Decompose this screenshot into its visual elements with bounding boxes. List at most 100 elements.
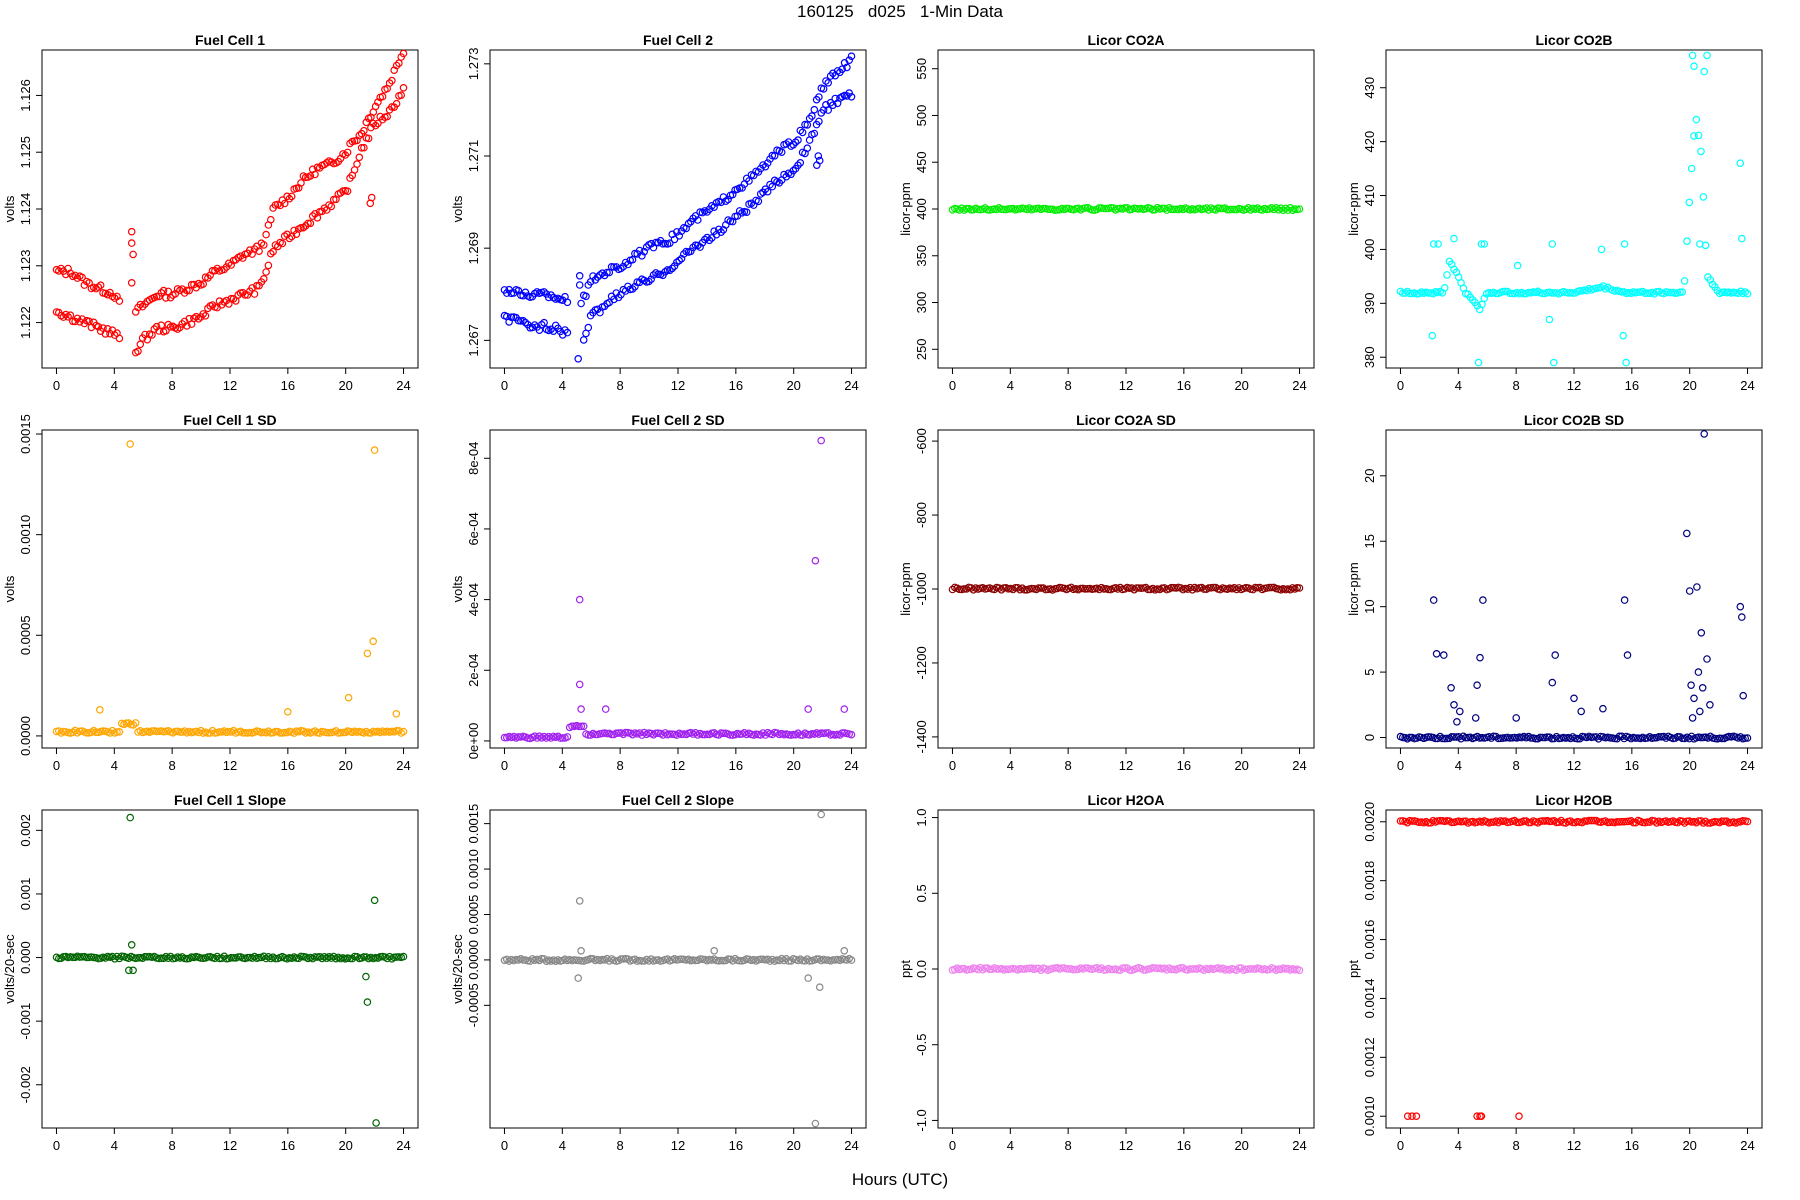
y-tick-label: 430 [1362, 77, 1377, 99]
data-point [180, 727, 189, 735]
data-point [1081, 964, 1090, 972]
data-point [521, 318, 530, 327]
data-point [208, 266, 217, 275]
x-tick-label: 4 [1455, 1138, 1462, 1153]
x-tick-label: 24 [844, 758, 858, 773]
data-point [1634, 288, 1642, 297]
data-point [1431, 734, 1440, 743]
data-point [136, 300, 145, 309]
panel-title-licor-co2b: Licor CO2B [1535, 32, 1612, 48]
x-tick-label: 20 [1682, 378, 1696, 393]
x-tick-label: 0 [1397, 1138, 1404, 1153]
data-point [838, 729, 847, 737]
data-point [1158, 204, 1166, 213]
data-point [836, 731, 844, 739]
data-point [115, 954, 124, 963]
y-tick-label: 0.0018 [1362, 861, 1377, 901]
data-point [136, 340, 145, 349]
data-point [115, 334, 124, 343]
data-point [1615, 732, 1624, 741]
data-point [1272, 204, 1281, 212]
outlier-point [577, 946, 585, 955]
outlier-point [1440, 651, 1448, 659]
data-point [1429, 289, 1437, 298]
data-point [82, 728, 91, 737]
panel-title-fuel-cell-2: Fuel Cell 2 [643, 32, 713, 48]
data-point [213, 952, 222, 961]
data-point [579, 722, 588, 731]
panel-title-licor-co2a: Licor CO2A [1087, 32, 1164, 48]
data-point [714, 731, 723, 739]
x-tick-label: 16 [729, 378, 743, 393]
data-point [1618, 732, 1626, 741]
data-point [672, 228, 681, 236]
y-tick-label: 400 [1362, 239, 1377, 261]
data-point [607, 730, 616, 739]
outlier-point [1512, 714, 1521, 722]
x-tick-label: 24 [1740, 758, 1754, 773]
data-point [241, 291, 249, 299]
data-point [1606, 818, 1614, 827]
data-point [976, 963, 985, 972]
data-point [768, 151, 777, 160]
outlier-point [1548, 240, 1557, 248]
x-tick-label: 8 [1513, 758, 1520, 773]
data-point [1295, 205, 1304, 213]
x-tick-label: 12 [1567, 1138, 1581, 1153]
data-point [1685, 198, 1694, 207]
data-point [1580, 817, 1589, 825]
points-licor-co2a-sd [948, 583, 1304, 594]
outlier-point [1551, 651, 1560, 659]
y-axis-label-fuel-cell-1-sd: volts [2, 575, 17, 602]
data-point [957, 204, 966, 213]
data-point [343, 148, 352, 157]
data-point [1604, 818, 1612, 827]
x-tick-label: 24 [396, 1138, 410, 1153]
outlier-point [1456, 707, 1464, 716]
data-point [108, 726, 117, 735]
outlier-point [366, 199, 375, 208]
data-point [1650, 733, 1659, 742]
data-point [122, 719, 131, 728]
outlier-point [575, 595, 584, 604]
data-point [234, 953, 243, 961]
x-tick-label: 4 [1455, 378, 1462, 393]
data-point [798, 128, 807, 137]
figure-title: 160125 d025 1-Min Data [796, 2, 1004, 21]
data-point [612, 729, 621, 738]
data-point [540, 288, 548, 296]
y-tick-label: 1.126 [18, 79, 33, 112]
data-point [255, 247, 263, 256]
y-tick-label: -600 [914, 428, 929, 454]
data-point [227, 294, 236, 303]
data-point [164, 287, 173, 296]
data-point [990, 585, 999, 594]
data-point [364, 134, 373, 143]
y-axis-label-licor-co2b: licor-ppm [1346, 182, 1361, 235]
data-point [1531, 734, 1540, 743]
outlier-point [1738, 234, 1746, 243]
data-point [1697, 817, 1705, 825]
data-point [201, 311, 210, 320]
data-point [635, 729, 644, 737]
data-point [1139, 966, 1148, 974]
data-point [1399, 289, 1407, 297]
data-point [355, 131, 364, 140]
y-axis-label-fuel-cell-2-sd: volts [450, 575, 465, 602]
data-point [78, 273, 86, 282]
data-point [735, 956, 744, 965]
outlier-point [1471, 714, 1480, 722]
data-point [974, 965, 982, 974]
data-point [239, 254, 247, 262]
x-tick-label: 20 [1234, 758, 1248, 773]
data-point [243, 291, 252, 299]
data-point [761, 162, 770, 171]
x-tick-label: 4 [1007, 1138, 1014, 1153]
data-point [1450, 733, 1458, 741]
data-point [297, 224, 305, 232]
x-tick-label: 20 [1682, 758, 1696, 773]
x-tick-label: 20 [786, 1138, 800, 1153]
data-point [59, 313, 68, 321]
data-point [1687, 732, 1696, 741]
data-point [1680, 277, 1689, 285]
